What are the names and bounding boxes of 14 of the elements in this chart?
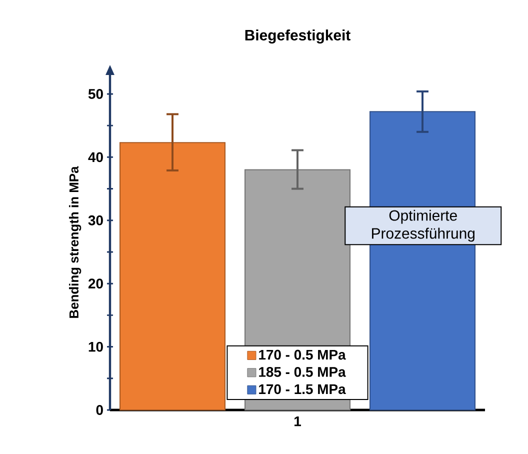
y-tick-label: 50 <box>88 89 103 99</box>
legend-label: 170 - 0.5 MPa <box>259 350 346 360</box>
annotation: Optimierte Prozessführung <box>372 210 474 242</box>
y-tick-label: 30 <box>88 215 103 226</box>
y-tick-label: 20 <box>88 278 103 289</box>
y-axis-title: Bending strength in MPa <box>69 166 82 318</box>
x-tick-label: 1 <box>294 416 301 426</box>
legend-label: 170 - 1.5 MPa <box>259 384 346 394</box>
bar <box>120 142 226 410</box>
y-tick-label: 10 <box>88 342 103 352</box>
y-tick-label: 40 <box>88 152 103 162</box>
chart-title: Biegefestigkeit <box>245 30 350 44</box>
y-tick-label: 0 <box>96 405 103 415</box>
legend-label: 185 - 0.5 MPa <box>259 367 346 377</box>
